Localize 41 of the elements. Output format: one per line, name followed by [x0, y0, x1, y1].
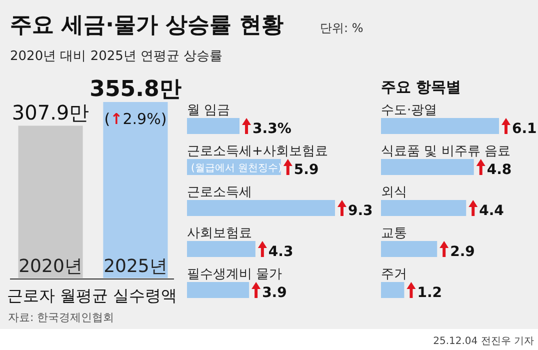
- x-axis-title: 근로자 월평균 실수령액: [6, 286, 178, 305]
- bar: [187, 118, 240, 134]
- y-tick-label: 외식: [381, 185, 407, 200]
- x-tick-label: 2020년: [18, 256, 82, 277]
- data-label: 1.2: [417, 285, 442, 301]
- annotation: (↑2.9%): [104, 110, 167, 128]
- y-tick-label: 교통: [381, 226, 407, 241]
- chart-title: 주요 항목별: [381, 78, 462, 96]
- bar: [381, 200, 466, 216]
- data-label: 9.3: [348, 203, 373, 219]
- y-tick-label: 주거: [381, 267, 407, 282]
- y-tick-label: 사회보험료: [187, 226, 252, 241]
- data-label: 3.9: [262, 285, 287, 301]
- data-label: 307.9만: [12, 100, 90, 125]
- bar: [187, 200, 335, 216]
- data-label: 355.8만: [90, 77, 182, 102]
- data-label: 2.9: [450, 244, 475, 260]
- text: 단위: %: [320, 21, 364, 35]
- data-label: 4.8: [486, 162, 512, 178]
- bar: [187, 241, 256, 257]
- data-label: 3.3%: [252, 121, 292, 137]
- text: 자료: 한국경제인협회: [8, 311, 114, 324]
- bar: [381, 118, 499, 134]
- bar: [187, 282, 250, 298]
- y-tick-label: 필수생계비 물가: [187, 267, 282, 282]
- data-label: 6.1: [512, 121, 537, 137]
- chart-subtitle: 2020년 대비 2025년 연평균 상승률: [10, 49, 223, 64]
- bar: [381, 159, 474, 175]
- chart-title: 주요 세금·물가 상승률 현황: [10, 13, 284, 38]
- x-tick-label: 2025년: [104, 256, 168, 277]
- y-tick-label: 근로소득세+사회보험료: [187, 144, 328, 159]
- text: 25.12.04 전진우 기자: [433, 336, 534, 347]
- bar: [381, 241, 438, 257]
- data-label: 5.9: [294, 162, 319, 178]
- data-label: 4.4: [479, 203, 504, 219]
- bar: [381, 282, 404, 298]
- y-tick-label: 월 임금: [187, 103, 230, 118]
- y-tick-label: 근로소득세: [187, 185, 252, 200]
- y-tick-label: 수도·광열: [381, 103, 438, 118]
- data-label: 4.3: [268, 244, 294, 260]
- y-tick-label: 식료품 및 비주류 음료: [381, 144, 510, 159]
